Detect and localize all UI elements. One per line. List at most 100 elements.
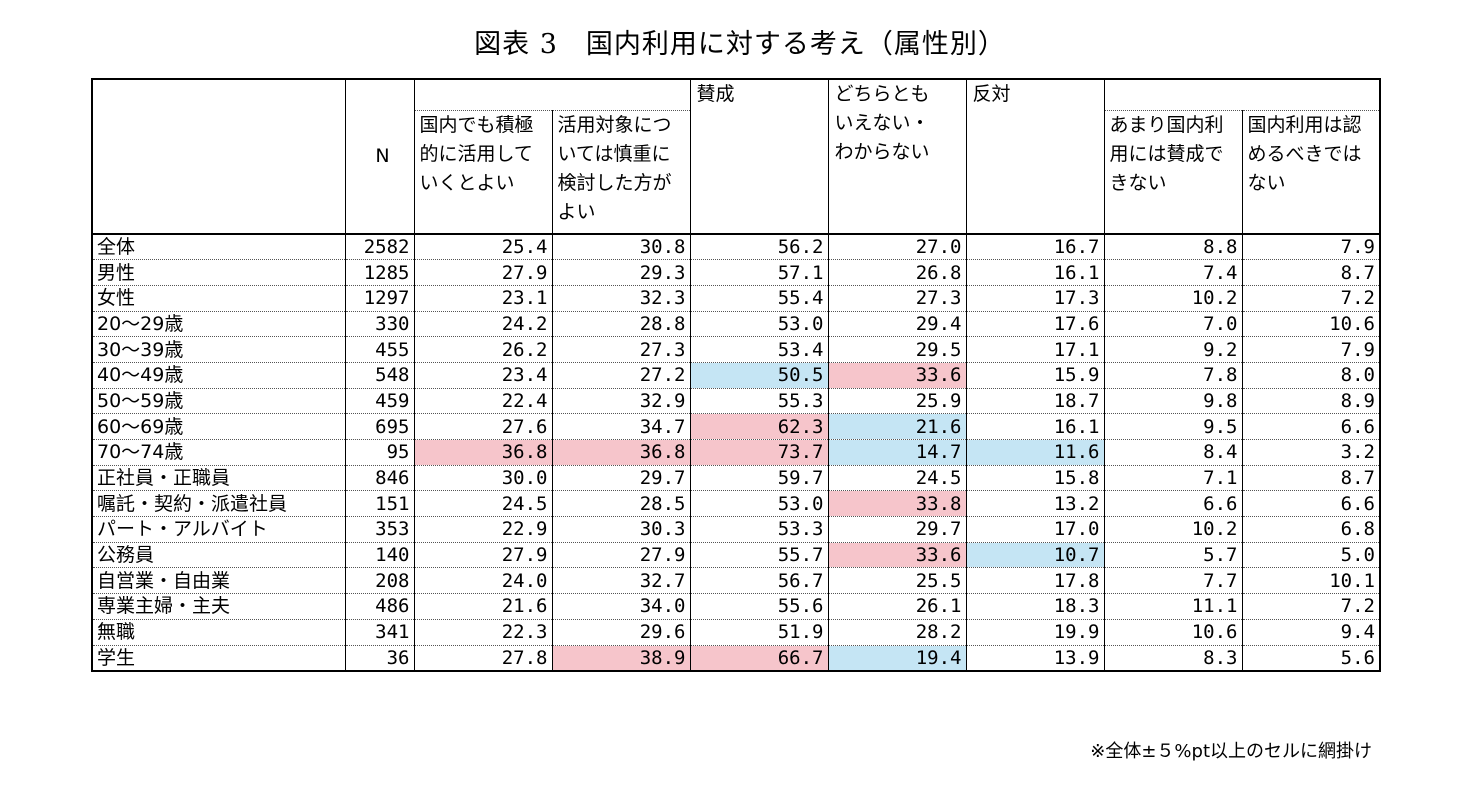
row-value: 10.6 xyxy=(1104,619,1243,646)
row-value: 24.5 xyxy=(414,490,553,518)
table-row: 40～49歳 548 23.4 27.2 50.5 33.6 15.9 7.8 8.0 xyxy=(91,362,1381,389)
row-value: 14.7 xyxy=(828,439,967,466)
row-n: 695 xyxy=(345,413,415,440)
row-label: 全体 xyxy=(91,234,346,261)
row-value: 17.0 xyxy=(966,516,1105,543)
row-value: 25.4 xyxy=(414,234,553,261)
row-value: 29.4 xyxy=(828,311,967,338)
row-value: 25.9 xyxy=(828,388,967,415)
row-n: 1285 xyxy=(345,259,415,286)
row-n: 208 xyxy=(345,567,415,595)
row-label: 70～74歳 xyxy=(91,439,346,466)
row-value: 22.3 xyxy=(414,619,553,646)
row-label: 男性 xyxy=(91,259,346,286)
row-value: 51.9 xyxy=(690,619,829,646)
row-value: 10.2 xyxy=(1104,285,1243,312)
header-neutral: どちらとも いえない・ わからない xyxy=(827,78,967,235)
attribute-table: N 賛成 どちらとも いえない・ わからない 反対 国内でも積極的に活用していく… xyxy=(91,78,1381,672)
row-value: 38.9 xyxy=(552,645,691,672)
row-label: 60～69歳 xyxy=(91,413,346,440)
table-row: 全体 2582 25.4 30.8 56.2 27.0 16.7 8.8 7.9 xyxy=(91,234,1381,261)
row-label: 女性 xyxy=(91,285,346,312)
row-value: 23.1 xyxy=(414,285,553,312)
table-row: 公務員 140 27.9 27.9 55.7 33.6 10.7 5.7 5.0 xyxy=(91,542,1381,569)
row-value: 15.8 xyxy=(966,465,1105,492)
table-row: 自営業・自由業 208 24.0 32.7 56.7 25.5 17.8 7.7 10.1 xyxy=(91,567,1381,595)
row-label: パート・アルバイト xyxy=(91,516,346,543)
row-value: 7.4 xyxy=(1104,259,1243,286)
row-value: 7.8 xyxy=(1104,362,1243,389)
row-value: 29.7 xyxy=(828,516,967,543)
row-value: 55.4 xyxy=(690,285,829,312)
row-value: 33.6 xyxy=(828,542,967,569)
row-value: 8.7 xyxy=(1242,465,1381,492)
row-value: 17.8 xyxy=(966,567,1105,595)
row-value: 7.0 xyxy=(1104,311,1243,338)
row-value: 24.0 xyxy=(414,567,553,595)
row-value: 27.3 xyxy=(828,285,967,312)
row-value: 34.0 xyxy=(552,593,691,620)
table-row: パート・アルバイト 353 22.9 30.3 53.3 29.7 17.0 10.2 6.8 xyxy=(91,516,1381,543)
row-value: 27.9 xyxy=(552,542,691,569)
row-value: 22.9 xyxy=(414,516,553,543)
row-value: 18.7 xyxy=(966,388,1105,415)
row-n: 548 xyxy=(345,362,415,389)
row-value: 62.3 xyxy=(690,413,829,440)
row-value: 26.2 xyxy=(414,336,553,363)
row-value: 24.5 xyxy=(828,465,967,492)
row-label: 自営業・自由業 xyxy=(91,567,346,595)
row-n: 36 xyxy=(345,645,415,672)
row-label: 嘱託・契約・派遣社員 xyxy=(91,490,346,518)
row-value: 7.9 xyxy=(1242,336,1381,363)
header-oppose-group-top xyxy=(1103,78,1381,111)
row-label: 20～29歳 xyxy=(91,311,346,338)
row-value: 7.2 xyxy=(1242,593,1381,620)
row-value: 3.2 xyxy=(1242,439,1381,466)
row-n: 1297 xyxy=(345,285,415,312)
row-value: 53.0 xyxy=(690,490,829,518)
row-label: 正社員・正職員 xyxy=(91,465,346,492)
row-value: 53.3 xyxy=(690,516,829,543)
row-value: 5.0 xyxy=(1242,542,1381,569)
row-value: 17.6 xyxy=(966,311,1105,338)
row-value: 29.5 xyxy=(828,336,967,363)
row-value: 16.1 xyxy=(966,259,1105,286)
row-value: 5.7 xyxy=(1104,542,1243,569)
table-row: 50～59歳 459 22.4 32.9 55.3 25.9 18.7 9.8 8.9 xyxy=(91,388,1381,415)
row-value: 27.2 xyxy=(552,362,691,389)
row-value: 36.8 xyxy=(414,439,553,466)
row-label: 公務員 xyxy=(91,542,346,569)
row-value: 19.9 xyxy=(966,619,1105,646)
row-value: 6.6 xyxy=(1242,490,1381,518)
table-row: 60～69歳 695 27.6 34.7 62.3 21.6 16.1 9.5 6.6 xyxy=(91,413,1381,440)
header-stub xyxy=(91,78,346,235)
table-row: 学生 36 27.8 38.9 66.7 19.4 13.9 8.3 5.6 xyxy=(91,645,1381,672)
row-value: 16.1 xyxy=(966,413,1105,440)
table-row: 女性 1297 23.1 32.3 55.4 27.3 17.3 10.2 7.2 xyxy=(91,285,1381,312)
header-should-not: 国内利用は認めるべきではない xyxy=(1241,110,1381,235)
row-label: 専業主婦・主夫 xyxy=(91,593,346,620)
row-n: 455 xyxy=(345,336,415,363)
header-oppose: 反対 xyxy=(965,78,1105,235)
row-n: 95 xyxy=(345,439,415,466)
row-value: 55.3 xyxy=(690,388,829,415)
row-value: 27.0 xyxy=(828,234,967,261)
row-value: 15.9 xyxy=(966,362,1105,389)
row-value: 30.0 xyxy=(414,465,553,492)
table-body: 全体 2582 25.4 30.8 56.2 27.0 16.7 8.8 7.9 男性 1285 27… xyxy=(91,234,1381,672)
row-value: 13.2 xyxy=(966,490,1105,518)
row-n: 486 xyxy=(345,593,415,620)
row-value: 53.0 xyxy=(690,311,829,338)
row-value: 10.1 xyxy=(1242,567,1381,595)
row-value: 28.8 xyxy=(552,311,691,338)
row-value: 18.3 xyxy=(966,593,1105,620)
row-n: 2582 xyxy=(345,234,415,261)
row-value: 73.7 xyxy=(690,439,829,466)
row-value: 32.3 xyxy=(552,285,691,312)
table-row: 20～29歳 330 24.2 28.8 53.0 29.4 17.6 7.0 10.6 xyxy=(91,311,1381,338)
row-value: 8.4 xyxy=(1104,439,1243,466)
row-n: 459 xyxy=(345,388,415,415)
row-label: 50～59歳 xyxy=(91,388,346,415)
row-value: 57.1 xyxy=(690,259,829,286)
table-row: 嘱託・契約・派遣社員 151 24.5 28.5 53.0 33.8 13.2 6.6 6.6 xyxy=(91,490,1381,518)
